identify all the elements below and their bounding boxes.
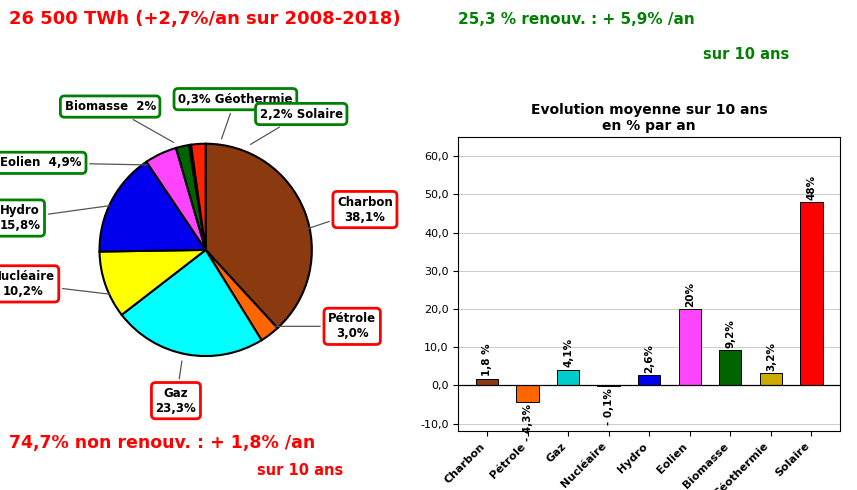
Text: 2,2% Solaire: 2,2% Solaire: [250, 107, 343, 145]
Bar: [638, 375, 661, 385]
Wedge shape: [189, 145, 206, 250]
Text: 48%: 48%: [806, 175, 817, 200]
Bar: [719, 350, 741, 385]
Wedge shape: [191, 144, 206, 250]
Text: Biomasse  2%: Biomasse 2%: [64, 100, 173, 143]
Text: Nucléaire
10,2%: Nucléaire 10,2%: [0, 270, 110, 298]
Wedge shape: [147, 148, 206, 250]
Title: Evolution moyenne sur 10 ans
en % par an: Evolution moyenne sur 10 ans en % par an: [530, 103, 768, 133]
Text: - 0,1%: - 0,1%: [603, 388, 614, 425]
Wedge shape: [176, 145, 206, 250]
Text: 25,3 % renouv. : + 5,9% /an: 25,3 % renouv. : + 5,9% /an: [458, 12, 695, 27]
Wedge shape: [206, 144, 312, 328]
Text: Pétrole
3,0%: Pétrole 3,0%: [274, 312, 376, 341]
Text: 1,8 %: 1,8 %: [482, 343, 492, 376]
Wedge shape: [206, 250, 278, 340]
Bar: [759, 373, 782, 385]
Text: 9,2%: 9,2%: [725, 319, 735, 348]
Wedge shape: [122, 250, 261, 356]
Text: - 4,3%: - 4,3%: [523, 404, 532, 441]
Text: Charbon
38,1%: Charbon 38,1%: [304, 196, 393, 230]
Text: sur 10 ans: sur 10 ans: [703, 47, 789, 62]
Text: 0,3% Géothermie: 0,3% Géothermie: [178, 93, 292, 139]
Text: 20%: 20%: [685, 282, 695, 307]
Wedge shape: [99, 162, 206, 251]
Text: Eolien  4,9%: Eolien 4,9%: [0, 156, 147, 170]
Bar: [517, 385, 539, 402]
Text: Hydro
15,8%: Hydro 15,8%: [0, 204, 110, 232]
Text: sur 10 ans: sur 10 ans: [257, 463, 344, 478]
Text: 4,1%: 4,1%: [563, 338, 573, 368]
Bar: [679, 309, 701, 385]
Text: 26 500 TWh (+2,7%/an sur 2008-2018): 26 500 TWh (+2,7%/an sur 2008-2018): [9, 10, 400, 28]
Text: 74,7% non renouv. : + 1,8% /an: 74,7% non renouv. : + 1,8% /an: [9, 434, 315, 452]
Text: 2,6%: 2,6%: [644, 344, 654, 373]
Wedge shape: [99, 250, 206, 315]
Bar: [557, 370, 579, 385]
Text: Gaz
23,3%: Gaz 23,3%: [156, 361, 196, 415]
Text: 3,2%: 3,2%: [766, 342, 776, 371]
Bar: [476, 378, 498, 385]
Bar: [800, 202, 823, 385]
